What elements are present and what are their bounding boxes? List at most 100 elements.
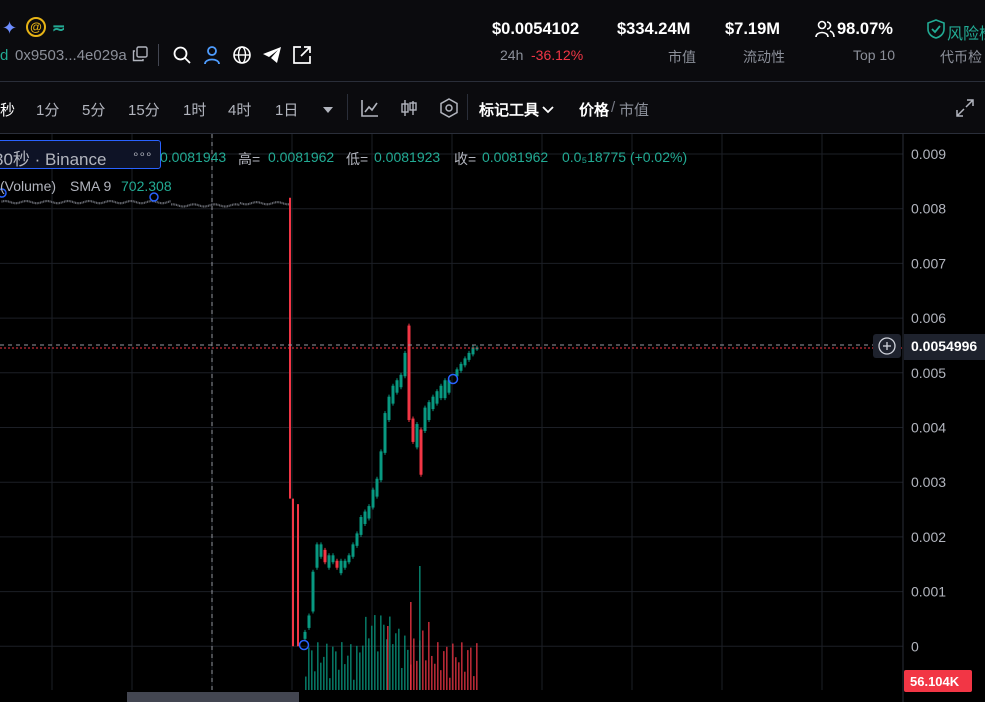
fullscreen-icon[interactable] (955, 98, 975, 122)
external-link-icon[interactable] (292, 45, 312, 68)
volume-bar (320, 662, 322, 690)
legend-high: 0.0081962 (268, 149, 335, 165)
candle-type-icon[interactable] (399, 98, 419, 122)
change-percent: -36.12% (531, 47, 584, 63)
volume-bar (356, 645, 358, 690)
symbol-legend-box[interactable] (0, 140, 161, 169)
interval-4h[interactable]: 4时 (228, 102, 252, 119)
volume-bar (392, 644, 394, 690)
candle-body (307, 615, 311, 628)
candle-body (315, 544, 319, 568)
candle-body (319, 544, 323, 557)
volume-bar (422, 630, 424, 690)
trade-marker (298, 639, 310, 651)
volume-bar (464, 671, 466, 690)
toolbar-divider (467, 94, 468, 120)
candle-body (471, 347, 475, 355)
volume-bar (446, 646, 448, 690)
volume-bar (374, 615, 376, 690)
candle-body (351, 544, 355, 557)
horizontal-scrollbar (127, 692, 299, 702)
volume-bar (428, 621, 430, 690)
market-cap-label: 市值 (668, 49, 696, 65)
interval-dropdown-icon[interactable] (322, 102, 334, 119)
flag-icon[interactable]: ≂ (52, 20, 66, 37)
indicators-icon[interactable] (360, 98, 380, 122)
at-icon[interactable]: @ (26, 17, 46, 37)
shield-check-icon[interactable] (926, 19, 946, 42)
current-price: $0.0054102 (492, 20, 580, 38)
volume-bar (308, 647, 310, 690)
volume-bar (401, 668, 403, 690)
mcap-toggle[interactable]: 市值 (619, 102, 650, 119)
volume-bar (365, 616, 367, 690)
volume-bar (335, 651, 337, 690)
chart-canvas[interactable]: 0.009 0.008 0.007 0.006 0.005 0.004 0.003 0.002… (0, 134, 985, 702)
legend-close: 0.0081962 (482, 149, 549, 165)
interval-5m[interactable]: 5分 (82, 102, 106, 119)
volume-bar (377, 651, 379, 690)
volume-bar (386, 639, 388, 690)
trade-marker (447, 373, 459, 385)
volume-bar (326, 643, 328, 690)
current-price-label-bg (904, 334, 985, 360)
price-tick-label: 0.002 (911, 529, 946, 545)
search-icon[interactable] (172, 45, 192, 68)
interval-seconds[interactable]: 秒 (0, 102, 16, 119)
trade-marker (149, 192, 159, 202)
volume-bar (305, 676, 307, 690)
volume-bar (380, 615, 382, 690)
legend-low-label: 低= (346, 151, 369, 167)
volume-bar (389, 616, 391, 690)
candle-body (379, 451, 383, 481)
crosshair-plus-icon[interactable] (873, 334, 901, 358)
interval-1h[interactable]: 1时 (183, 102, 207, 119)
drawing-tools-button[interactable]: 标记工具 (479, 102, 540, 119)
divider (158, 44, 159, 66)
interval-1d[interactable]: 1日 (275, 102, 299, 119)
liquidity-value: $7.19M (725, 20, 781, 38)
volume-bar (368, 638, 370, 690)
candle-body (363, 511, 367, 524)
candle-body (327, 555, 331, 568)
sparkle-icon[interactable]: ✦ (2, 18, 18, 38)
price-tick-label: 0.008 (911, 201, 946, 217)
volume-bar (314, 671, 316, 690)
user-icon[interactable] (202, 45, 222, 68)
settings-hex-icon[interactable] (439, 98, 459, 122)
price-tick-label: 0.004 (911, 420, 946, 436)
price-tick-label: 0.001 (911, 584, 946, 600)
price-tick-label: 0 (911, 638, 919, 654)
symbol-legend[interactable]: 30秒 · Binance (0, 150, 107, 169)
volume-bar (329, 678, 331, 690)
candle-body (463, 358, 467, 366)
candle-body (359, 517, 363, 535)
price-toggle[interactable]: 价格 (579, 102, 610, 119)
price-chart[interactable]: 0.009 0.008 0.007 0.006 0.005 0.004 0.003 0.002… (0, 134, 985, 702)
interval-1m[interactable]: 1分 (36, 102, 60, 119)
price-tick-label: 0.007 (911, 255, 946, 271)
token-check-label[interactable]: 代币检 (940, 49, 982, 65)
toolbar-divider (347, 94, 348, 120)
volume-bar (323, 656, 325, 690)
risk-check-label[interactable]: 风险检 (947, 26, 985, 43)
holders-icon (815, 19, 835, 42)
candle-body (331, 555, 335, 563)
volume-bar (458, 662, 460, 690)
drawing-tools-chevron-icon[interactable] (542, 102, 554, 119)
legend-high-label: 高= (238, 151, 261, 167)
copy-icon[interactable] (132, 46, 148, 62)
telegram-icon[interactable] (262, 45, 282, 68)
volume-bar (344, 664, 346, 690)
interval-15m[interactable]: 15分 (128, 102, 160, 119)
legend-more-icon[interactable]: ∘∘∘ (132, 147, 153, 161)
price-axis: 0.009 0.008 0.007 0.006 0.005 0.004 0.003 0.002… (911, 146, 946, 654)
volume-bar (443, 651, 445, 690)
volume-bar (470, 647, 472, 690)
volume-bar (347, 655, 349, 690)
volume-bar (476, 643, 478, 690)
volume-bar (419, 566, 421, 690)
globe-icon[interactable] (232, 45, 252, 68)
candle-body (395, 380, 399, 393)
candlestick-series (1, 197, 479, 690)
